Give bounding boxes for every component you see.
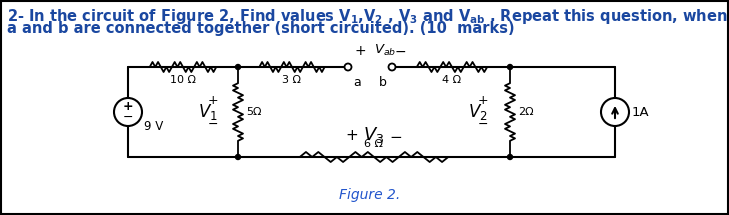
Text: +: + bbox=[477, 94, 488, 106]
Circle shape bbox=[345, 64, 351, 70]
Text: $V_2$: $V_2$ bbox=[468, 102, 488, 122]
Text: 1A: 1A bbox=[632, 106, 650, 118]
Circle shape bbox=[114, 98, 141, 126]
Text: 3 Ω: 3 Ω bbox=[283, 75, 302, 85]
Text: $+$: $+$ bbox=[346, 127, 359, 143]
Text: 4 Ω: 4 Ω bbox=[443, 75, 461, 85]
Text: $+$: $+$ bbox=[354, 44, 366, 58]
Text: +: + bbox=[208, 94, 218, 106]
Circle shape bbox=[507, 64, 512, 69]
Text: $-$: $-$ bbox=[394, 44, 406, 58]
Text: a and b are connected together (short circuited). (10  marks): a and b are connected together (short ci… bbox=[7, 21, 515, 36]
Text: $V_1$: $V_1$ bbox=[198, 102, 218, 122]
Text: $V_3$: $V_3$ bbox=[363, 125, 385, 145]
Text: −: − bbox=[477, 118, 488, 131]
Text: 10 Ω: 10 Ω bbox=[170, 75, 196, 85]
Circle shape bbox=[235, 155, 241, 160]
Circle shape bbox=[235, 64, 241, 69]
Text: $-$: $-$ bbox=[389, 127, 402, 143]
Text: b: b bbox=[379, 76, 387, 89]
Text: 5Ω: 5Ω bbox=[246, 107, 262, 117]
Circle shape bbox=[507, 155, 512, 160]
Text: −: − bbox=[208, 118, 218, 131]
Text: Figure 2.: Figure 2. bbox=[340, 188, 401, 202]
Text: +: + bbox=[122, 100, 133, 114]
Text: −: − bbox=[122, 111, 133, 123]
Text: $V_{ab}$: $V_{ab}$ bbox=[374, 42, 396, 58]
Text: a: a bbox=[353, 76, 361, 89]
Circle shape bbox=[389, 64, 395, 70]
Text: 2Ω: 2Ω bbox=[518, 107, 534, 117]
Text: 2- In the circuit of Figure 2, Find values $\mathregular{V_1}$,$\mathregular{V_2: 2- In the circuit of Figure 2, Find valu… bbox=[7, 7, 729, 26]
Circle shape bbox=[601, 98, 628, 126]
Text: 6 Ω: 6 Ω bbox=[364, 139, 383, 149]
Text: 9 V: 9 V bbox=[144, 120, 163, 133]
